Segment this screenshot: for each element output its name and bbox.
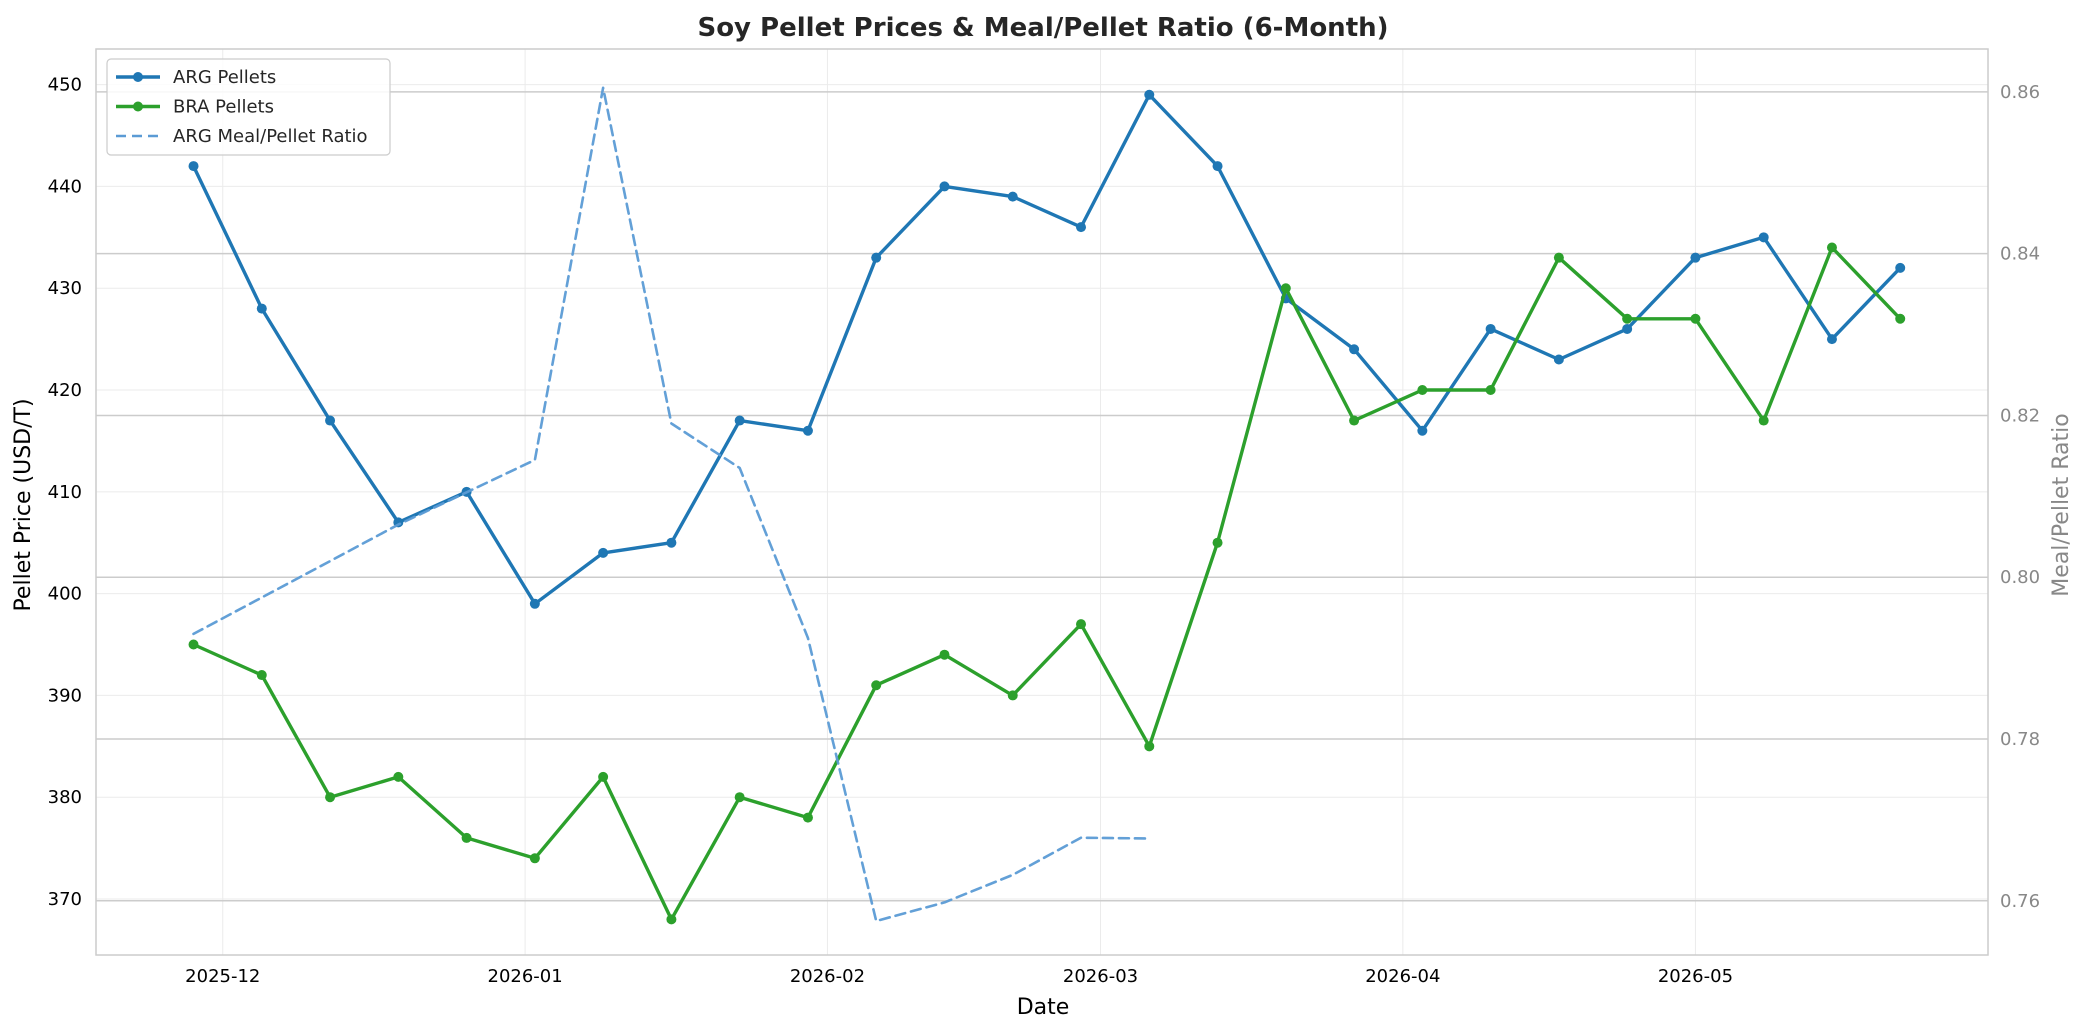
right-y-tick-label: 0.86 bbox=[2000, 82, 2040, 103]
data-point bbox=[256, 303, 267, 314]
data-point bbox=[734, 415, 745, 426]
data-point bbox=[529, 853, 540, 864]
data-point bbox=[325, 792, 336, 803]
data-point bbox=[1826, 242, 1837, 253]
data-point bbox=[1485, 385, 1496, 396]
data-point bbox=[1485, 323, 1496, 334]
data-point bbox=[1417, 385, 1428, 396]
right-y-axis-ticks: 0.76 0.78 0.80 0.82 0.84 0.86 bbox=[2000, 82, 2040, 912]
data-point bbox=[871, 680, 882, 691]
y-tick-label: 380 bbox=[48, 787, 82, 808]
data-point bbox=[1622, 323, 1633, 334]
right-grid bbox=[96, 91, 1988, 902]
y-tick-label: 400 bbox=[48, 584, 82, 605]
y-tick-label: 420 bbox=[48, 380, 82, 401]
right-y-tick-label: 0.80 bbox=[2000, 567, 2040, 588]
data-point bbox=[939, 181, 950, 192]
right-y-axis-label: Meal/Pellet Ratio bbox=[2049, 413, 2074, 596]
x-tick-label: 2026-01 bbox=[488, 966, 563, 987]
data-point bbox=[598, 547, 609, 558]
y-tick-label: 440 bbox=[48, 176, 82, 197]
data-point bbox=[393, 771, 404, 782]
x-tick-label: 2026-04 bbox=[1365, 966, 1440, 987]
x-axis-label: Date bbox=[1017, 995, 1070, 1020]
data-point bbox=[1553, 354, 1564, 365]
right-y-tick-label: 0.84 bbox=[2000, 244, 2040, 265]
x-axis-ticks: 2025-12 2026-01 2026-02 2026-03 2026-04 2026-… bbox=[185, 966, 1733, 987]
series-bra-pellets bbox=[188, 242, 1906, 925]
series-arg-pellets bbox=[188, 89, 1906, 609]
data-point bbox=[188, 639, 199, 650]
right-y-tick-label: 0.78 bbox=[2000, 729, 2040, 750]
x-tick-label: 2025-12 bbox=[185, 966, 260, 987]
data-point bbox=[1007, 690, 1018, 701]
data-point bbox=[1758, 415, 1769, 426]
data-point bbox=[1212, 161, 1223, 172]
x-tick-label: 2026-03 bbox=[1063, 966, 1138, 987]
data-point bbox=[1417, 425, 1428, 436]
y-tick-label: 450 bbox=[48, 75, 82, 96]
data-point bbox=[461, 832, 472, 843]
y-axis-label: Pellet Price (USD/T) bbox=[11, 398, 36, 611]
data-point bbox=[1622, 313, 1633, 324]
data-point bbox=[1144, 741, 1155, 752]
series-arg-meal-pellet-ratio bbox=[192, 86, 1151, 923]
series-layer bbox=[188, 86, 1906, 925]
legend-marker bbox=[133, 72, 143, 82]
data-point bbox=[325, 415, 336, 426]
data-point bbox=[802, 812, 813, 823]
data-point bbox=[1212, 537, 1223, 548]
x-tick-label: 2026-05 bbox=[1658, 966, 1733, 987]
legend-label: ARG Meal/Pellet Ratio bbox=[173, 126, 368, 147]
data-point bbox=[188, 161, 199, 172]
legend-label: ARG Pellets bbox=[173, 67, 276, 88]
data-point bbox=[734, 792, 745, 803]
data-point bbox=[1144, 89, 1155, 100]
data-point bbox=[598, 771, 609, 782]
y-tick-label: 370 bbox=[48, 889, 82, 910]
data-point bbox=[1007, 191, 1018, 202]
legend-entry: ARG Pellets bbox=[116, 67, 276, 88]
chart-title: Soy Pellet Prices & Meal/Pellet Ratio (6… bbox=[697, 13, 1388, 43]
legend-entry: ARG Meal/Pellet Ratio bbox=[116, 126, 368, 147]
data-point bbox=[1895, 313, 1906, 324]
data-point bbox=[1826, 334, 1837, 345]
legend-box bbox=[106, 58, 391, 156]
legend-entry: BRA Pellets bbox=[116, 97, 274, 118]
y-tick-label: 390 bbox=[48, 685, 82, 706]
data-point bbox=[666, 914, 677, 925]
right-y-tick-label: 0.82 bbox=[2000, 405, 2040, 426]
data-point bbox=[1076, 222, 1087, 233]
data-point bbox=[1690, 252, 1701, 263]
data-point bbox=[871, 252, 882, 263]
grid bbox=[96, 49, 1988, 955]
plot-frame bbox=[95, 48, 1989, 956]
legend-marker bbox=[133, 101, 143, 112]
data-point bbox=[1895, 262, 1906, 273]
data-point bbox=[1553, 252, 1564, 263]
data-point bbox=[1280, 283, 1291, 294]
data-point bbox=[1349, 415, 1360, 426]
data-point bbox=[666, 537, 677, 548]
y-axis-ticks: 370 380 390 400 410 420 430 440 450 bbox=[48, 75, 82, 910]
series-line bbox=[191, 245, 1902, 922]
data-point bbox=[939, 649, 950, 660]
legend-label: BRA Pellets bbox=[173, 97, 274, 118]
series-line bbox=[192, 86, 1151, 923]
right-y-tick-label: 0.76 bbox=[2000, 891, 2040, 912]
data-point bbox=[1349, 344, 1360, 355]
y-tick-label: 430 bbox=[48, 278, 82, 299]
legend: ARG Pellets BRA Pellets ARG Meal/Pellet Ra… bbox=[106, 58, 391, 156]
x-tick-label: 2026-02 bbox=[790, 966, 865, 987]
y-tick-label: 410 bbox=[48, 482, 82, 503]
data-point bbox=[256, 670, 267, 681]
data-point bbox=[802, 425, 813, 436]
data-point bbox=[529, 598, 540, 609]
series-line bbox=[191, 93, 1902, 606]
data-point bbox=[1076, 619, 1087, 630]
data-point bbox=[1758, 232, 1769, 243]
data-point bbox=[1690, 313, 1701, 324]
